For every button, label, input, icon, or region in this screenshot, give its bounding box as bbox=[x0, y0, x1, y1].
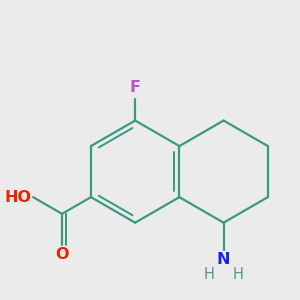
Text: H: H bbox=[203, 267, 214, 282]
Text: H: H bbox=[233, 267, 244, 282]
Text: O: O bbox=[55, 247, 69, 262]
Text: F: F bbox=[130, 80, 141, 95]
Text: N: N bbox=[217, 252, 230, 267]
Text: HO: HO bbox=[4, 190, 31, 205]
